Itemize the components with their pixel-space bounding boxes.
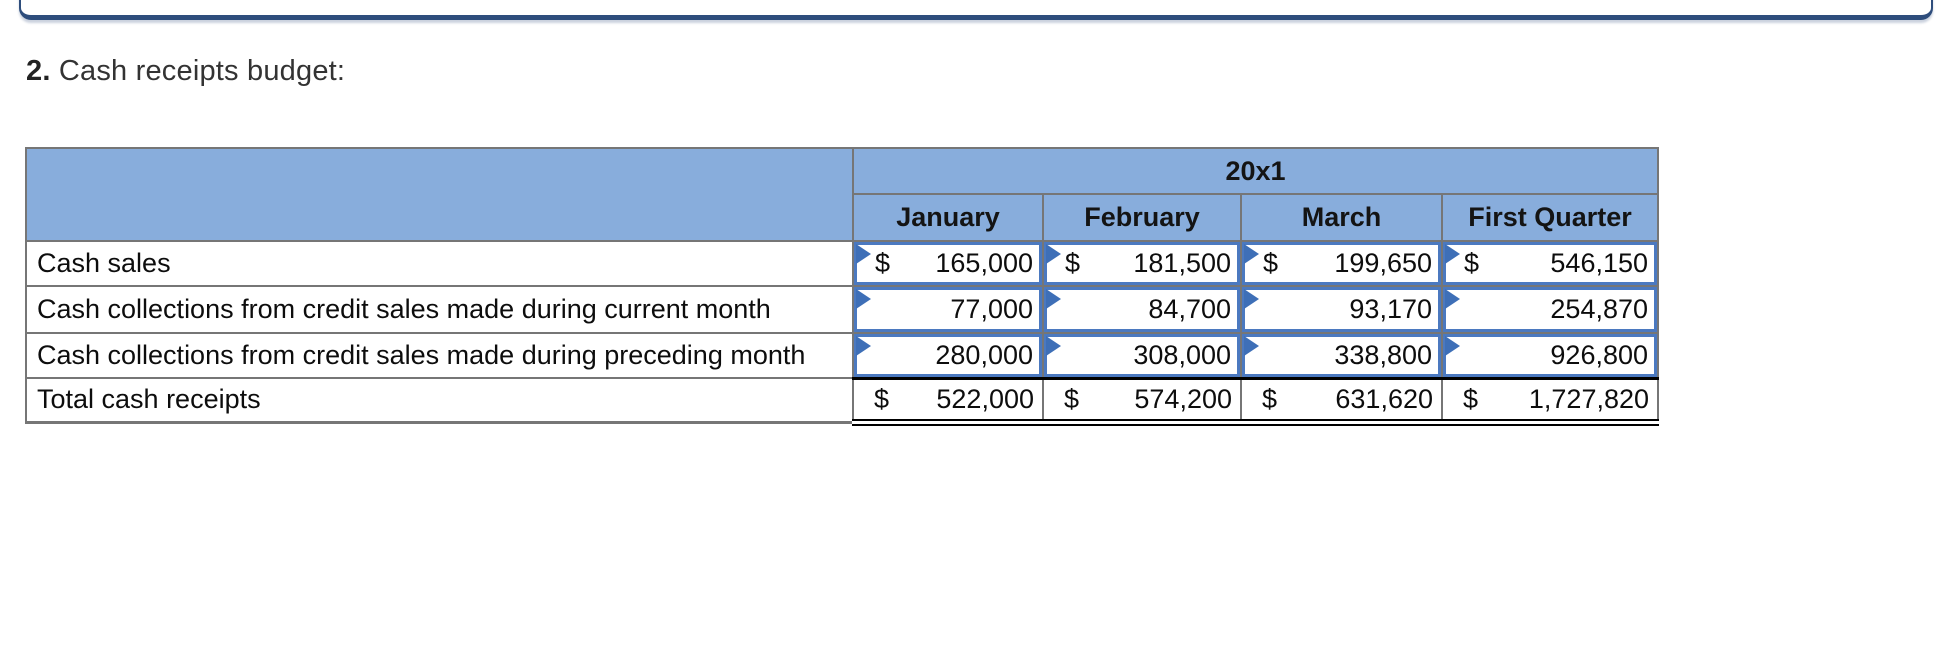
total-cell-january: $ 522,000 <box>852 376 1044 426</box>
answer-flag-icon <box>1244 244 1259 264</box>
answer-flag-icon <box>856 289 871 309</box>
input-cell[interactable]: $ 165,000 <box>854 242 1042 285</box>
cell-preceding-january: 280,000 <box>852 332 1044 379</box>
dollar-sign: $ <box>874 383 890 414</box>
answer-flag-icon <box>856 244 871 264</box>
answer-flag-icon <box>1445 244 1460 264</box>
cell-value: 77,000 <box>950 294 1033 324</box>
input-cell[interactable]: 338,800 <box>1242 334 1441 377</box>
table-row-collections-preceding-month: Cash collections from credit sales made … <box>25 332 1660 379</box>
input-cell[interactable]: 926,800 <box>1443 334 1658 377</box>
cell-preceding-march: 338,800 <box>1240 332 1443 379</box>
cell-value: 308,000 <box>1133 339 1231 370</box>
answer-flag-icon <box>1445 289 1460 309</box>
cell-value: 84,700 <box>1148 294 1231 324</box>
cell-value: 338,800 <box>1334 339 1432 370</box>
cell-value: 631,620 <box>1335 383 1433 414</box>
table-row-cash-sales: Cash sales $ 165,000 $ 181,500 $ <box>25 240 1660 287</box>
total-cell-first-quarter: $ 1,727,820 <box>1440 376 1660 426</box>
cell-value: 522,000 <box>936 383 1034 414</box>
input-cell[interactable]: 93,170 <box>1242 287 1441 332</box>
col-header-february: February <box>1042 193 1242 242</box>
input-cell[interactable]: $ 199,650 <box>1242 242 1441 285</box>
table-row-total-cash-receipts: Total cash receipts $ 522,000 $ 574,200 … <box>25 376 1660 426</box>
input-cell[interactable]: 308,000 <box>1044 334 1240 377</box>
input-cell[interactable]: $ 181,500 <box>1044 242 1240 285</box>
dollar-sign: $ <box>1262 383 1278 414</box>
answer-flag-icon <box>1244 289 1259 309</box>
cell-value: 165,000 <box>935 248 1033 278</box>
cell-current-january: 77,000 <box>852 285 1044 334</box>
cell-value: 1,727,820 <box>1528 383 1650 414</box>
dollar-sign: $ <box>875 248 891 278</box>
answer-flag-icon <box>856 336 871 356</box>
cell-cash-sales-march: $ 199,650 <box>1240 240 1443 287</box>
cell-value: 926,800 <box>1550 339 1649 370</box>
dollar-sign: $ <box>1064 383 1080 414</box>
input-cell[interactable]: 77,000 <box>854 287 1042 332</box>
cell-value: 546,150 <box>1550 248 1649 278</box>
title-number: 2. <box>26 55 51 87</box>
input-cell[interactable]: 254,870 <box>1443 287 1658 332</box>
top-card <box>19 0 1933 20</box>
cell-current-february: 84,700 <box>1042 285 1242 334</box>
col-header-march: March <box>1240 193 1443 242</box>
total-cell-february: $ 574,200 <box>1042 376 1242 426</box>
cell-value: 280,000 <box>935 339 1033 370</box>
col-header-january: January <box>852 193 1044 242</box>
answer-flag-icon <box>1046 289 1061 309</box>
month-header-row: January February March First Quarter <box>26 193 1660 242</box>
cell-value: 254,870 <box>1550 294 1649 324</box>
answer-flag-icon <box>1244 336 1259 356</box>
cell-cash-sales-january: $ 165,000 <box>852 240 1044 287</box>
cell-cash-sales-february: $ 181,500 <box>1042 240 1242 287</box>
cell-value: 93,170 <box>1349 294 1432 324</box>
title-text: Cash receipts budget: <box>58 55 346 87</box>
col-header-first-quarter: First Quarter <box>1440 193 1660 242</box>
cell-current-march: 93,170 <box>1240 285 1443 334</box>
dollar-sign: $ <box>1065 248 1081 278</box>
answer-flag-icon <box>1046 244 1061 264</box>
cell-value: 199,650 <box>1334 248 1432 278</box>
row-label-collections-preceding-month: Cash collections from credit sales made … <box>25 332 854 379</box>
input-cell[interactable]: $ 546,150 <box>1443 242 1658 285</box>
cell-current-first-quarter: 254,870 <box>1440 285 1660 334</box>
cell-preceding-february: 308,000 <box>1042 332 1242 379</box>
answer-flag-icon <box>1445 336 1460 356</box>
row-label-collections-current-month: Cash collections from credit sales made … <box>25 285 854 334</box>
cash-receipts-table: 20x1 January February March First Quarte… <box>25 147 1660 426</box>
input-cell[interactable]: 280,000 <box>854 334 1042 377</box>
total-cell-march: $ 631,620 <box>1240 376 1443 426</box>
table-row-collections-current-month: Cash collections from credit sales made … <box>25 285 1660 334</box>
dollar-sign: $ <box>1464 248 1480 278</box>
year-header: 20x1 <box>851 147 1660 195</box>
corner-header-cell <box>25 147 854 242</box>
row-label-cash-sales: Cash sales <box>25 240 854 287</box>
row-label-total-cash-receipts: Total cash receipts <box>25 377 854 424</box>
cell-value: 574,200 <box>1134 383 1232 414</box>
dollar-sign: $ <box>1463 383 1479 414</box>
page-title: 2. Cash receipts budget: <box>26 55 345 88</box>
dollar-sign: $ <box>1263 248 1279 278</box>
year-header-row: 20x1 <box>25 147 1660 242</box>
input-cell[interactable]: 84,700 <box>1044 287 1240 332</box>
cell-cash-sales-first-quarter: $ 546,150 <box>1440 240 1660 287</box>
cell-preceding-first-quarter: 926,800 <box>1440 332 1660 379</box>
answer-flag-icon <box>1046 336 1061 356</box>
cell-value: 181,500 <box>1133 248 1231 278</box>
